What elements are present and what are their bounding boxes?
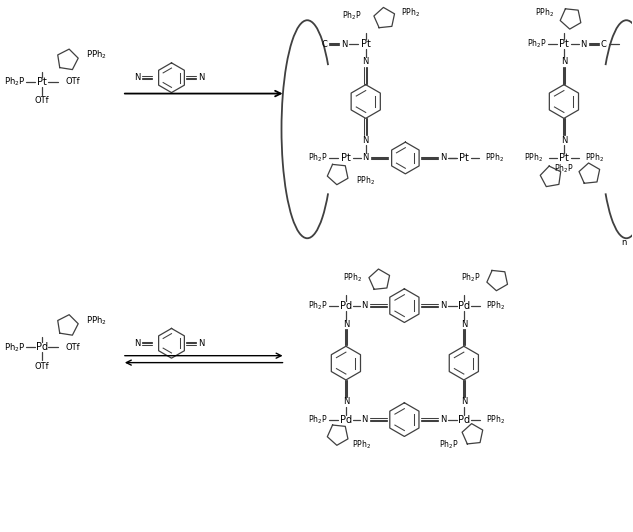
Text: N: N [461, 397, 467, 406]
Text: N: N [461, 320, 467, 329]
Text: Ph$_2$P: Ph$_2$P [308, 300, 327, 312]
Text: OTf: OTf [34, 362, 49, 371]
Text: Ph$_2$P: Ph$_2$P [461, 272, 480, 284]
Text: Pt: Pt [559, 39, 569, 49]
Text: N: N [134, 339, 140, 348]
Text: Ph$_2$P: Ph$_2$P [308, 152, 327, 164]
Text: N: N [342, 397, 349, 406]
Text: N: N [363, 154, 369, 162]
Text: Pt: Pt [341, 153, 351, 163]
Text: Ph$_2$P: Ph$_2$P [342, 9, 362, 21]
Text: C: C [601, 39, 606, 48]
Text: PPh$_2$: PPh$_2$ [486, 300, 505, 312]
Text: Ph$_2$P: Ph$_2$P [554, 163, 573, 175]
Text: PPh$_2$: PPh$_2$ [485, 152, 504, 164]
Text: N: N [561, 57, 567, 66]
Text: Pd: Pd [35, 342, 47, 352]
Text: Pd: Pd [458, 301, 470, 311]
Text: Ph$_2$P: Ph$_2$P [527, 38, 546, 50]
Text: Ph$_2$P: Ph$_2$P [308, 413, 327, 426]
Text: N: N [198, 73, 204, 82]
Text: Pd: Pd [340, 301, 352, 311]
Text: N: N [198, 339, 204, 348]
Text: N: N [134, 73, 140, 82]
Text: N: N [440, 301, 446, 310]
Text: Ph$_2$P: Ph$_2$P [439, 438, 459, 451]
Text: PPh$_2$: PPh$_2$ [585, 152, 604, 164]
Text: PPh$_2$: PPh$_2$ [486, 413, 505, 426]
Text: N: N [342, 320, 349, 329]
Text: N: N [580, 39, 587, 48]
Text: N: N [361, 415, 368, 424]
Text: PPh$_2$: PPh$_2$ [356, 174, 375, 187]
Text: OTf: OTf [65, 77, 80, 86]
Text: OTf: OTf [34, 96, 49, 105]
Text: PPh$_2$: PPh$_2$ [352, 438, 371, 451]
Text: Pt: Pt [459, 153, 469, 163]
Text: Ph$_2$P: Ph$_2$P [4, 341, 25, 353]
Text: Pd: Pd [458, 414, 470, 425]
Text: PPh$_2$: PPh$_2$ [401, 6, 420, 19]
Text: Pt: Pt [37, 77, 47, 87]
Text: N: N [341, 39, 347, 48]
Text: N: N [440, 154, 446, 162]
Text: PPh$_2$: PPh$_2$ [342, 272, 362, 284]
Text: C: C [321, 39, 327, 48]
Text: PPh$_2$: PPh$_2$ [86, 48, 107, 61]
Text: PPh$_2$: PPh$_2$ [524, 152, 543, 164]
Text: PPh$_2$: PPh$_2$ [535, 6, 554, 19]
Text: Pt: Pt [559, 153, 569, 163]
Text: Pt: Pt [361, 39, 371, 49]
Text: N: N [440, 415, 446, 424]
Text: N: N [361, 301, 368, 310]
Text: Ph$_2$P: Ph$_2$P [4, 76, 25, 88]
Text: N: N [363, 57, 369, 66]
Text: n: n [622, 238, 627, 247]
Text: N: N [561, 136, 567, 145]
Text: N: N [363, 136, 369, 145]
Text: OTf: OTf [65, 343, 80, 352]
Text: PPh$_2$: PPh$_2$ [86, 314, 107, 327]
Text: Pd: Pd [340, 414, 352, 425]
